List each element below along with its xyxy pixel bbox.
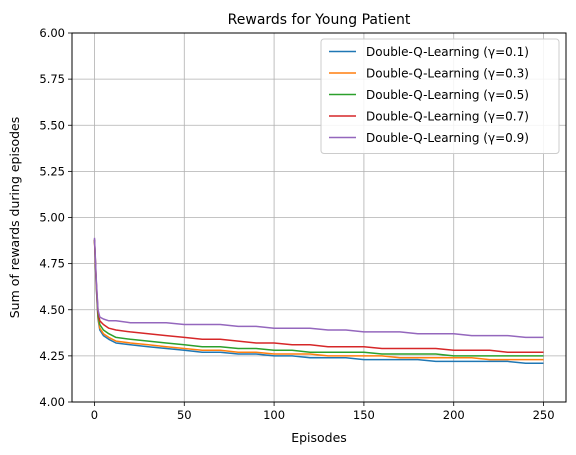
x-tick-label: 50 bbox=[177, 408, 192, 422]
y-tick-label: 4.25 bbox=[39, 349, 65, 363]
y-tick-label: 5.50 bbox=[39, 118, 65, 132]
x-tick-label: 250 bbox=[533, 408, 555, 422]
series-line-2 bbox=[93, 241, 544, 361]
x-tick-label: 150 bbox=[353, 408, 375, 422]
legend-label: Double-Q-Learning (γ=0.1) bbox=[366, 45, 529, 59]
y-tick-label: 5.75 bbox=[39, 72, 65, 86]
y-tick-label: 4.75 bbox=[39, 257, 65, 271]
y-axis-title: Sum of rewards during episodes bbox=[7, 117, 22, 319]
legend-label: Double-Q-Learning (γ=0.7) bbox=[366, 109, 529, 123]
y-tick-label: 4.00 bbox=[39, 395, 65, 409]
legend-box bbox=[320, 38, 560, 154]
series-line-4 bbox=[93, 239, 544, 353]
x-tick-label: 100 bbox=[263, 408, 285, 422]
series-line-3 bbox=[93, 239, 544, 357]
y-tick-label: 6.00 bbox=[39, 26, 65, 40]
chart-title: Rewards for Young Patient bbox=[228, 12, 411, 28]
y-tick-label: 5.25 bbox=[39, 164, 65, 178]
series-lines bbox=[93, 237, 544, 365]
x-axis-title: Episodes bbox=[291, 430, 347, 445]
y-tick-label: 5.00 bbox=[39, 211, 65, 225]
series-line-1 bbox=[93, 239, 544, 365]
y-tick-label: 4.50 bbox=[39, 303, 65, 317]
axis-ticks: 0 50 100 150 200 250 4.00 4.25 4.50 4.75 5.00 5.25 5… bbox=[39, 26, 554, 422]
x-tick-label: 200 bbox=[443, 408, 465, 422]
legend-label: Double-Q-Learning (γ=0.5) bbox=[366, 88, 529, 102]
legend-label: Double-Q-Learning (γ=0.3) bbox=[366, 66, 529, 80]
x-tick-label: 0 bbox=[91, 408, 98, 422]
legend: Double-Q-Learning (γ=0.1) Double-Q-Learni… bbox=[320, 38, 560, 154]
legend-label: Double-Q-Learning (γ=0.9) bbox=[366, 131, 529, 145]
series-line-5 bbox=[93, 237, 544, 339]
